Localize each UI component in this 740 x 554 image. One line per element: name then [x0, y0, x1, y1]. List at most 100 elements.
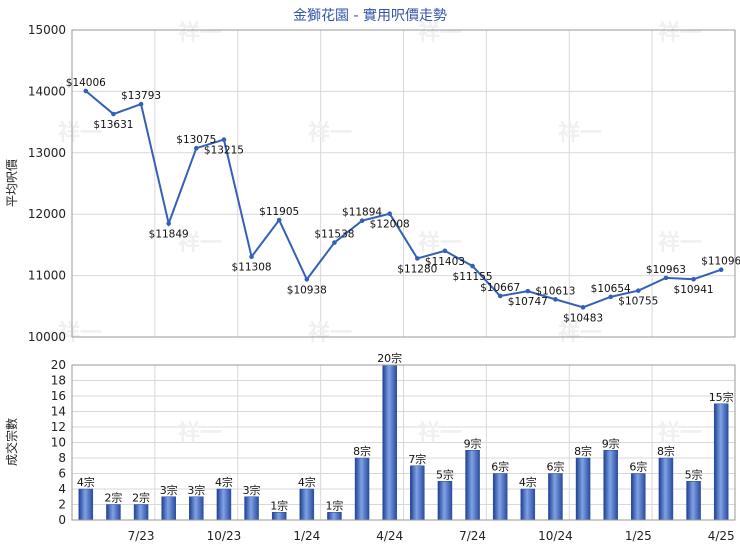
volume-data-label: 4宗	[519, 475, 537, 489]
price-point	[83, 88, 89, 94]
volume-bar	[603, 450, 618, 521]
price-data-label: $10755	[618, 296, 658, 308]
volume-bar	[271, 512, 287, 521]
volume-bar	[161, 496, 176, 521]
watermark: 祥一	[418, 420, 462, 446]
price-data-label: $10747	[508, 296, 548, 308]
volume-data-label: 4宗	[77, 475, 95, 489]
price-data-label: $10941	[674, 284, 714, 296]
watermark: 祥一	[658, 420, 702, 446]
volume-bar	[686, 481, 701, 521]
price-data-label: $11894	[342, 207, 382, 219]
volume-bar	[575, 457, 591, 521]
price-series-line	[85, 90, 722, 309]
volume-bar	[78, 488, 94, 521]
volume-axis-label: 成交宗數	[4, 418, 19, 466]
volume-bar	[299, 488, 315, 521]
watermark: 祥一	[178, 20, 222, 46]
x-tick-label: 10/24	[538, 529, 573, 543]
price-point	[359, 218, 365, 224]
volume-bar	[465, 450, 480, 521]
watermark: 祥一	[58, 320, 102, 346]
price-data-label: $11096	[701, 256, 740, 268]
x-tick-label: 1/25	[625, 529, 652, 543]
price-point	[332, 240, 337, 245]
watermark: 祥一	[178, 420, 222, 446]
x-tick-label: 1/24	[293, 529, 320, 543]
price-data-label: $13075	[176, 134, 216, 146]
volume-data-label: 8宗	[353, 444, 371, 458]
watermark: 祥一	[558, 320, 602, 346]
price-plot-frame	[71, 29, 736, 338]
price-data-label: $10654	[591, 283, 631, 295]
price-point	[608, 294, 613, 300]
watermark: 祥一	[178, 230, 222, 256]
volume-tick-label: 12	[51, 420, 66, 434]
x-tick-label: 7/23	[128, 529, 155, 543]
price-point	[304, 277, 310, 282]
chart-title: 金獅花園 - 實用呎價走勢	[293, 7, 447, 24]
price-tick-label: 14000	[28, 84, 66, 98]
volume-data-label: 6宗	[491, 460, 509, 474]
volume-tick-label: 20	[51, 358, 66, 372]
price-point	[276, 217, 282, 223]
volume-data-label: 15宗	[709, 390, 734, 404]
watermark: 祥一	[558, 120, 602, 146]
price-axis-label: 平均呎價	[5, 159, 19, 207]
volume-tick-label: 8	[58, 451, 66, 465]
price-data-label: $13793	[121, 90, 161, 102]
volume-data-label: 6宗	[546, 460, 564, 474]
price-point	[580, 305, 586, 310]
volume-bar	[520, 488, 536, 521]
watermark: 祥一	[658, 20, 702, 46]
price-point	[636, 288, 641, 293]
volume-data-label: 8宗	[574, 444, 592, 458]
volume-data-label: 4宗	[215, 475, 233, 489]
volume-bar	[189, 496, 204, 521]
price-point	[194, 145, 199, 151]
price-point	[497, 293, 503, 299]
x-tick-label: 10/23	[207, 529, 242, 543]
price-point	[525, 288, 531, 294]
price-data-label: $11280	[397, 263, 437, 275]
price-point	[221, 137, 227, 142]
volume-data-label: 9宗	[464, 436, 482, 450]
price-data-label: $13631	[93, 119, 133, 131]
price-data-label: $12008	[370, 219, 410, 231]
volume-data-label: 4宗	[298, 475, 316, 489]
volume-data-label: 1宗	[270, 498, 288, 512]
volume-bar	[354, 457, 370, 521]
x-tick-label: 4/25	[708, 529, 735, 543]
volume-bar	[548, 473, 563, 521]
price-data-label: $13215	[204, 145, 244, 157]
price-data-label: $10963	[646, 264, 686, 276]
volume-bar	[410, 465, 425, 521]
price-data-label: $10613	[535, 285, 575, 297]
watermark: 祥一	[308, 320, 352, 346]
x-tick-label: 4/24	[376, 529, 403, 543]
volume-data-label: 6宗	[629, 460, 647, 474]
volume-data-label: 5宗	[436, 467, 454, 481]
price-point	[691, 276, 696, 282]
price-point	[663, 275, 669, 281]
price-data-label: $11538	[314, 229, 354, 241]
price-point	[718, 267, 724, 273]
volume-bar	[216, 488, 232, 521]
volume-plot-frame	[71, 364, 736, 521]
volume-data-label: 20宗	[377, 351, 402, 365]
watermark: 祥一	[58, 120, 102, 146]
volume-bar	[437, 481, 453, 521]
price-tick-label: 15000	[28, 23, 66, 37]
volume-tick-label: 10	[51, 436, 66, 450]
price-data-label: $10483	[563, 312, 603, 324]
price-data-label: $10667	[480, 282, 520, 294]
price-point	[442, 248, 448, 254]
volume-data-label: 3宗	[160, 483, 178, 497]
volume-data-label: 2宗	[104, 491, 122, 505]
volume-tick-label: 0	[58, 513, 66, 527]
volume-data-label: 2宗	[132, 491, 150, 505]
price-data-label: $10938	[287, 284, 327, 296]
volume-data-label: 3宗	[243, 483, 261, 497]
